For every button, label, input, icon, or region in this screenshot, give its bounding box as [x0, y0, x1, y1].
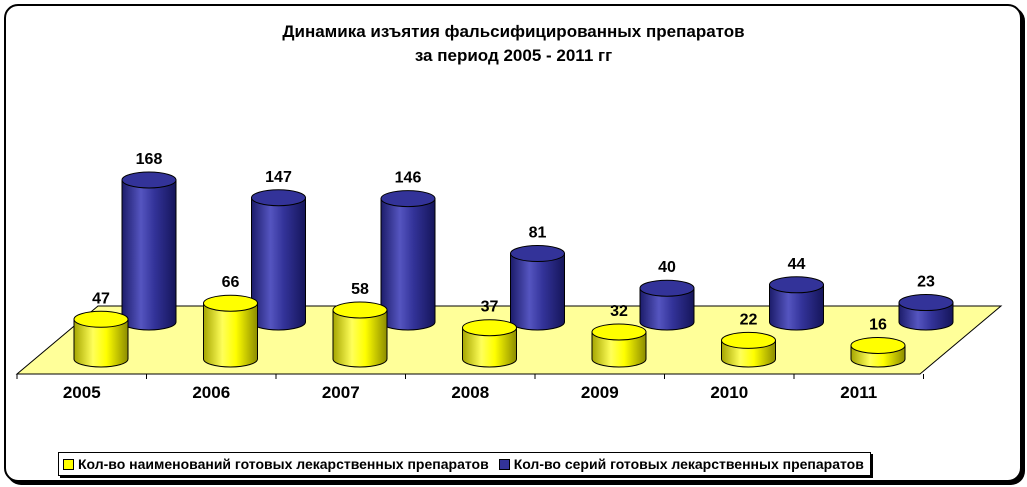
- bar-series-2: 147: [251, 169, 306, 331]
- legend-label-series-2: Кол-во серий готовых лекарственных препа…: [513, 456, 864, 472]
- bar-body: [591, 331, 647, 368]
- x-tick-label: 2010: [710, 383, 748, 402]
- bar-top: [639, 279, 695, 297]
- bar-body: [462, 327, 517, 368]
- bar-top: [380, 190, 436, 208]
- x-tick-label: 2008: [451, 383, 489, 402]
- bar-top: [251, 189, 306, 207]
- bar-body: [73, 318, 129, 368]
- data-label: 47: [92, 290, 110, 307]
- chart-title: Динамика изъятия фальсифицированных преп…: [0, 20, 1027, 68]
- bar-series-2: 81: [510, 225, 565, 331]
- bar-body: [203, 302, 258, 368]
- bar-top: [203, 294, 258, 312]
- data-label: 32: [610, 303, 628, 320]
- x-tick-label: 2009: [581, 383, 619, 402]
- bar-series-2: 23: [898, 274, 954, 331]
- legend-item-series-1: Кол-во наименований готовых лекарственны…: [63, 456, 489, 472]
- legend-swatch-series-2: [498, 458, 510, 470]
- bar-series-1: 37: [462, 299, 517, 368]
- chart-title-line-2: за период 2005 - 2011 гг: [414, 46, 613, 65]
- bar-top: [898, 294, 954, 312]
- chart-title-line-1: Динамика изъятия фальсифицированных преп…: [282, 22, 745, 41]
- legend-item-series-2: Кол-во серий готовых лекарственных препа…: [498, 456, 864, 472]
- data-label: 16: [869, 316, 887, 333]
- legend-label-series-1: Кол-во наименований готовых лекарственны…: [78, 456, 489, 472]
- x-tick-label: 2006: [192, 383, 230, 402]
- bar-body: [510, 253, 565, 331]
- bar-top: [462, 319, 517, 337]
- bar-top: [332, 301, 388, 319]
- bar-top: [721, 331, 776, 349]
- bar-top: [121, 171, 177, 189]
- bar-series-1: 58: [332, 281, 388, 368]
- data-label: 81: [529, 225, 547, 242]
- bar-series-1: 47: [73, 290, 129, 368]
- chart-marks: 168 147 146 81 40 44 23 47 66 58 37 32 22 16: [73, 151, 954, 368]
- data-label: 23: [917, 274, 935, 291]
- data-label: 40: [658, 259, 676, 276]
- legend-swatch-series-1: [63, 458, 74, 470]
- bar-series-1: 22: [721, 311, 776, 368]
- bar-top: [591, 323, 647, 341]
- x-tick-label: 2007: [322, 383, 360, 402]
- data-label: 44: [788, 256, 806, 273]
- bar-top: [73, 310, 129, 328]
- data-label: 168: [136, 151, 163, 168]
- bar-series-2: 146: [380, 170, 436, 331]
- data-label: 37: [481, 299, 499, 316]
- bar-top: [769, 276, 824, 294]
- bar-top: [850, 336, 906, 354]
- x-tick-label: 2005: [63, 383, 101, 402]
- bar-series-2: 168: [121, 151, 177, 331]
- data-label: 22: [740, 311, 758, 328]
- bar-body: [251, 197, 306, 331]
- bar-body: [380, 198, 436, 331]
- data-label: 146: [395, 170, 422, 187]
- bar-body: [769, 284, 824, 331]
- x-axis-ticks: [16, 374, 924, 379]
- bar-series-1: 66: [203, 274, 258, 368]
- x-tick-label: 2011: [840, 383, 877, 402]
- x-axis-labels: 2005 2006 2007 2008 2009 2010 2011: [63, 383, 877, 402]
- bar-body: [639, 287, 695, 331]
- data-label: 66: [222, 274, 240, 291]
- bar-top: [510, 245, 565, 263]
- bar-series-2: 44: [769, 256, 824, 331]
- bar-series-1: 16: [850, 316, 906, 368]
- bar-series-1: 32: [591, 303, 647, 368]
- legend: Кол-во наименований готовых лекарственны…: [58, 452, 871, 476]
- bar-series-2: 40: [639, 259, 695, 331]
- data-label: 58: [351, 281, 369, 298]
- bar-body: [332, 309, 388, 368]
- data-label: 147: [265, 169, 292, 186]
- bar-body: [121, 179, 177, 331]
